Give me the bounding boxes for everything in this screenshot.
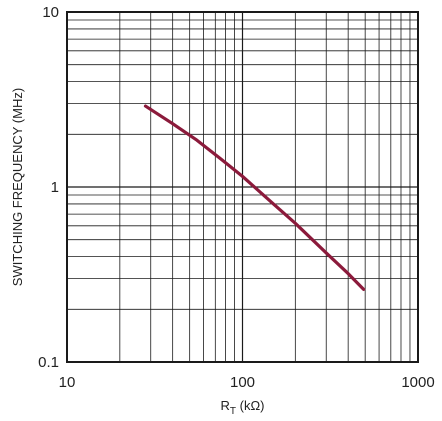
- x-tick-label: 100: [230, 374, 255, 391]
- y-tick-label: 1: [51, 179, 59, 196]
- y-tick-label: 0.1: [38, 354, 59, 371]
- x-tick-label: 10: [59, 374, 76, 391]
- x-axis-label-unit: (kΩ): [236, 398, 265, 413]
- y-tick-labels: 0.1 1 10: [38, 4, 59, 371]
- x-tick-labels: 10 100 1000: [59, 374, 435, 391]
- series-line-0: [143, 104, 366, 291]
- x-axis-label-main: R: [221, 398, 230, 413]
- y-axis-label: SWITCHING FREQUENCY (MHz): [10, 88, 25, 286]
- x-tick-label: 1000: [401, 374, 434, 391]
- grid: [67, 12, 418, 362]
- plot-frame: [66, 11, 419, 363]
- y-tick-label: 10: [42, 4, 59, 21]
- x-axis-label: RT (kΩ): [221, 398, 265, 417]
- x-axis-label-subscript: T: [230, 406, 236, 417]
- series-layer: [143, 104, 366, 291]
